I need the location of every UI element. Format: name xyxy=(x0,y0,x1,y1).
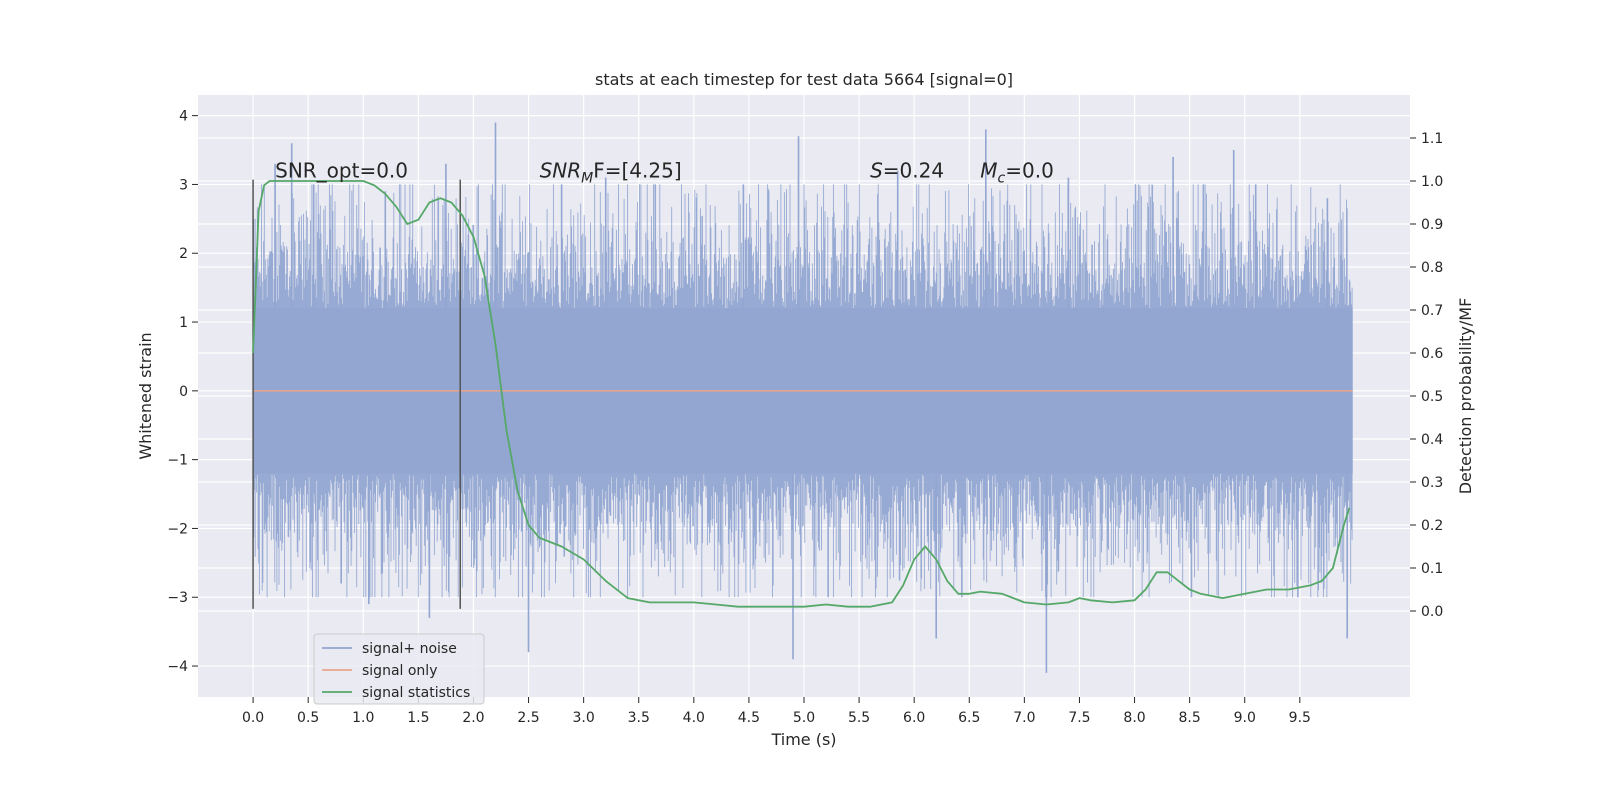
x-tick-label: 8.5 xyxy=(1179,710,1201,726)
chart-title: stats at each timestep for test data 566… xyxy=(595,70,1013,89)
y-tick-label: −4 xyxy=(167,659,188,675)
y2-tick-label: 0.3 xyxy=(1421,475,1443,491)
y2-tick-label: 0.0 xyxy=(1421,604,1443,620)
annotations: SNR_opt=0.0 SNRMF=[4.25] S=0.24 Mc=0.0 xyxy=(275,159,1054,187)
y2-tick-label: 1.0 xyxy=(1421,174,1443,190)
x-tick-label: 5.5 xyxy=(848,710,870,726)
x-tick-label: 6.0 xyxy=(903,710,925,726)
y2-tick-label: 0.5 xyxy=(1421,389,1443,405)
x-tick-label: 2.5 xyxy=(517,710,539,726)
x-tick-label: 8.0 xyxy=(1123,710,1145,726)
x-tick-label: 5.0 xyxy=(793,710,815,726)
x-tick-label: 7.5 xyxy=(1068,710,1090,726)
y-tick-label: 0 xyxy=(179,384,188,400)
legend-label: signal statistics xyxy=(362,685,470,701)
x-tick-label: 4.5 xyxy=(738,710,760,726)
x-axis-ticks: 0.0 0.5 1.0 1.5 2.0 2.5 3.0 3.5 4.0 4.5 5.0 5.5 6.0 6… xyxy=(242,697,1311,726)
y2-axis-label: Detection probability/MF xyxy=(1456,298,1475,495)
legend: signal+ noise signal only signal statistic… xyxy=(313,633,485,705)
y2-tick-label: 0.8 xyxy=(1421,260,1443,276)
x-tick-label: 9.0 xyxy=(1234,710,1256,726)
y2-tick-label: 0.9 xyxy=(1421,217,1443,233)
y2-tick-label: 0.7 xyxy=(1421,303,1443,319)
y2-tick-label: 0.4 xyxy=(1421,432,1443,448)
y-tick-label: 4 xyxy=(179,109,188,125)
y-tick-label: −3 xyxy=(167,590,188,606)
noise-peaks xyxy=(274,122,1348,673)
y-tick-label: 3 xyxy=(179,177,188,193)
legend-label: signal only xyxy=(362,663,437,679)
y-tick-label: 2 xyxy=(179,246,188,262)
x-tick-label: 1.0 xyxy=(352,710,374,726)
x-tick-label: 7.0 xyxy=(1013,710,1035,726)
vertical-markers xyxy=(252,179,461,609)
y-tick-label: −1 xyxy=(167,453,188,469)
y2-tick-label: 0.1 xyxy=(1421,561,1443,577)
x-tick-label: 2.0 xyxy=(462,710,484,726)
x-tick-label: 9.5 xyxy=(1289,710,1311,726)
y-axis-label: Whitened strain xyxy=(136,332,155,459)
legend-label: signal+ noise xyxy=(362,641,457,657)
x-tick-label: 4.0 xyxy=(683,710,705,726)
y2-tick-label: 0.6 xyxy=(1421,346,1443,362)
annotation-snr-opt: SNR_opt=0.0 xyxy=(275,159,408,183)
x-tick-label: 0.0 xyxy=(242,710,264,726)
series-signal-statistics xyxy=(252,180,1351,608)
x-tick-label: 3.0 xyxy=(573,710,595,726)
annotation-snr-mf: SNRMF=[4.25] xyxy=(540,159,682,187)
y2-tick-label: 1.1 xyxy=(1421,131,1443,147)
x-tick-label: 3.5 xyxy=(628,710,650,726)
x-tick-label: 0.5 xyxy=(297,710,319,726)
y-tick-label: −2 xyxy=(167,521,188,537)
statistics-line xyxy=(252,180,1351,608)
x-tick-label: 1.5 xyxy=(407,710,429,726)
annotation-mc: Mc=0.0 xyxy=(980,159,1054,187)
legend-box xyxy=(313,633,485,705)
x-axis-label: Time (s) xyxy=(770,730,836,749)
y-tick-label: 1 xyxy=(179,315,188,331)
y2-axis-ticks: 0.0 0.1 0.2 0.3 0.4 0.5 0.6 0.7 0.8 0.9 1.0 1.1 xyxy=(1410,131,1443,620)
y-axis-ticks: −4 −3 −2 −1 0 1 2 3 4 xyxy=(167,109,198,675)
annotation-s-stat: S=0.24 xyxy=(870,159,944,183)
y2-tick-label: 0.2 xyxy=(1421,518,1443,534)
x-tick-label: 6.5 xyxy=(958,710,980,726)
